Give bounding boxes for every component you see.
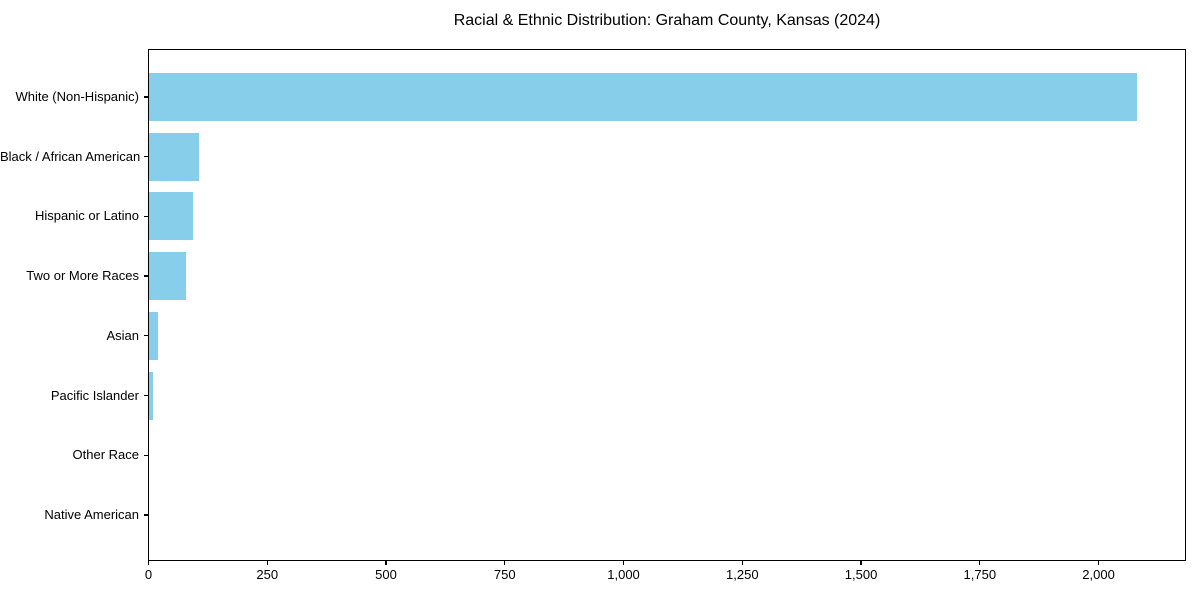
x-axis-tick xyxy=(147,561,150,565)
x-axis-tick xyxy=(504,561,506,565)
x-axis-tick xyxy=(1097,561,1100,565)
y-axis-tick xyxy=(144,335,148,337)
x-axis-tick-label: 1,000 xyxy=(607,567,640,582)
y-axis-label: Other Race xyxy=(72,447,139,463)
y-axis-tick xyxy=(144,454,148,456)
y-axis-label: White (Non-Hispanic) xyxy=(15,89,139,104)
x-axis-tick-label: 0 xyxy=(144,567,153,582)
bar-hispanic-or-latino xyxy=(149,192,194,241)
y-axis-tick xyxy=(144,156,148,158)
x-axis-tick-label: 250 xyxy=(256,567,279,582)
y-axis-tick xyxy=(144,394,148,397)
x-axis-tick-label: 2,000 xyxy=(1082,567,1115,582)
y-axis-label: Hispanic or Latino xyxy=(34,208,139,224)
x-axis-tick-label: 1,500 xyxy=(844,567,878,582)
bar-white-non-hispanic xyxy=(149,73,1138,121)
y-axis-label: Asian xyxy=(106,327,139,343)
y-axis-tick xyxy=(144,96,148,98)
y-axis-label: Pacific Islander xyxy=(50,387,139,403)
x-axis-tick xyxy=(741,561,743,565)
x-axis-tick-label: 750 xyxy=(493,567,516,582)
x-axis-tick-label: 1,750 xyxy=(963,567,997,582)
y-axis-label: Native American xyxy=(44,506,139,522)
bar-black-african-american xyxy=(149,132,199,181)
y-axis-label: Two or More Races xyxy=(26,268,139,284)
x-axis-tick xyxy=(622,561,625,565)
y-axis-tick xyxy=(144,215,148,218)
x-axis-tick xyxy=(860,561,862,565)
y-axis-tick xyxy=(144,514,148,516)
x-axis-tick xyxy=(385,561,387,565)
x-axis-tick xyxy=(979,561,981,565)
y-axis-tick xyxy=(144,275,148,277)
bar-two-or-more-races xyxy=(149,252,186,301)
x-axis-tick-label: 1,250 xyxy=(726,567,759,582)
chart-title: Racial & Ethnic Distribution: Graham Cou… xyxy=(453,12,881,29)
bar-pacific-islander xyxy=(149,371,153,420)
bar-asian xyxy=(149,311,158,360)
y-axis-label: Black / African American xyxy=(0,148,141,164)
x-axis-tick xyxy=(266,561,268,565)
x-axis-tick-label: 500 xyxy=(375,567,397,582)
plot-area xyxy=(148,49,1186,561)
